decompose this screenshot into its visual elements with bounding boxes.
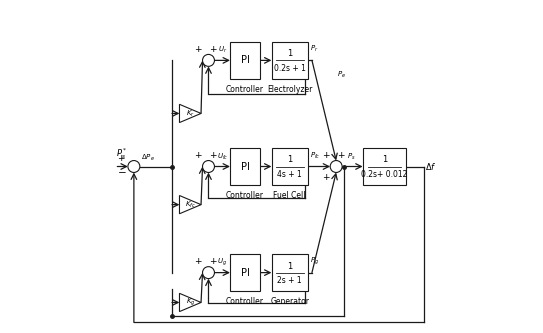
Text: $K_r$: $K_r$ [186, 108, 195, 119]
Text: −: − [118, 168, 127, 178]
Text: Controller: Controller [226, 85, 264, 94]
Text: $P_s$: $P_s$ [347, 151, 356, 162]
Text: 1: 1 [382, 156, 387, 165]
Text: $P_g$: $P_g$ [310, 255, 319, 267]
Text: 4s + 1: 4s + 1 [277, 170, 302, 179]
Text: $P_s^*$: $P_s^*$ [116, 146, 127, 161]
Text: $P_{fc}$: $P_{fc}$ [310, 150, 320, 161]
Circle shape [203, 267, 214, 279]
Text: +: + [337, 151, 344, 160]
Text: +: + [209, 151, 217, 160]
Circle shape [330, 161, 342, 172]
Text: 1: 1 [287, 49, 292, 58]
Text: $P_e$: $P_e$ [337, 70, 346, 80]
Text: PI: PI [241, 268, 249, 278]
Text: PI: PI [241, 162, 249, 171]
Text: +: + [117, 154, 125, 163]
Text: 1: 1 [287, 261, 292, 270]
Text: +: + [194, 257, 201, 266]
Polygon shape [180, 104, 201, 123]
Text: +: + [209, 45, 217, 54]
Text: 0.2s+ 0.012: 0.2s+ 0.012 [361, 170, 407, 179]
Text: $\Delta P_e$: $\Delta P_e$ [141, 153, 155, 163]
FancyBboxPatch shape [363, 148, 406, 185]
Text: $K_{fc}$: $K_{fc}$ [185, 199, 195, 210]
Text: $\Delta f$: $\Delta f$ [425, 161, 437, 172]
FancyBboxPatch shape [272, 42, 308, 79]
Text: 1: 1 [287, 156, 292, 165]
Circle shape [203, 54, 214, 66]
Text: $U_r$: $U_r$ [218, 45, 227, 55]
FancyBboxPatch shape [272, 148, 308, 185]
Text: Controller: Controller [226, 191, 264, 200]
Polygon shape [180, 293, 201, 312]
Circle shape [203, 161, 214, 172]
Polygon shape [180, 195, 201, 214]
Text: $U_g$: $U_g$ [217, 256, 228, 268]
Text: Fuel Cell: Fuel Cell [274, 191, 306, 200]
Text: +: + [209, 257, 217, 266]
Text: $U_{fc}$: $U_{fc}$ [217, 151, 228, 162]
Circle shape [128, 161, 140, 172]
Text: 2s + 1: 2s + 1 [277, 276, 302, 285]
FancyBboxPatch shape [272, 254, 308, 291]
FancyBboxPatch shape [230, 148, 260, 185]
Text: Generator: Generator [270, 297, 310, 306]
Text: +: + [194, 45, 201, 54]
Text: +: + [194, 151, 201, 160]
Text: +: + [321, 173, 329, 182]
FancyBboxPatch shape [230, 254, 260, 291]
FancyBboxPatch shape [230, 42, 260, 79]
Text: $K_g$: $K_g$ [186, 297, 195, 308]
Text: $P_r$: $P_r$ [310, 44, 318, 54]
Text: +: + [321, 151, 329, 160]
Text: 0.2s + 1: 0.2s + 1 [274, 64, 306, 73]
Text: Electrolyzer: Electrolyzer [267, 85, 312, 94]
Text: PI: PI [241, 55, 249, 65]
Text: Controller: Controller [226, 297, 264, 306]
